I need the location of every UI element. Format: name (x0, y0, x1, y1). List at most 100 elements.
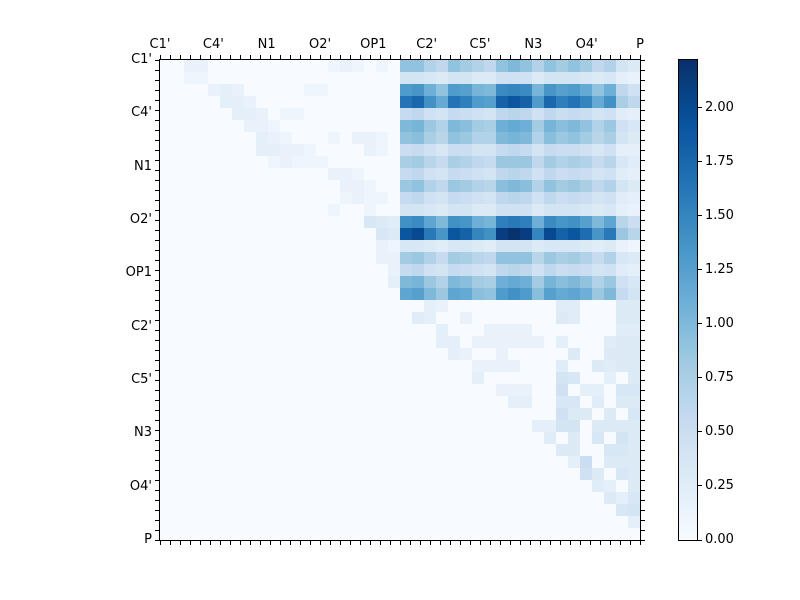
heatmap-cell (604, 72, 616, 84)
heatmap-cell (472, 276, 484, 288)
heatmap-cell (364, 180, 376, 192)
heatmap-cell (256, 120, 268, 132)
heatmap-cell (616, 432, 628, 444)
heatmap-cell (436, 96, 448, 108)
heatmap-cell (580, 180, 592, 192)
colorbar-tick (698, 161, 702, 163)
heatmap-cell (412, 228, 424, 240)
axis-tick (300, 55, 301, 59)
heatmap-cell (472, 240, 484, 252)
heatmap-cell (592, 432, 604, 444)
heatmap-cell (616, 312, 628, 324)
heatmap-cell (604, 96, 616, 108)
heatmap-cell (508, 120, 520, 132)
axis-tick (500, 541, 501, 545)
heatmap-cell (556, 408, 568, 420)
heatmap-cell (400, 132, 412, 144)
heatmap-cell (352, 192, 364, 204)
axis-tick (380, 541, 381, 545)
heatmap-cell (568, 252, 580, 264)
axis-tick (641, 190, 645, 191)
heatmap-cell (412, 240, 424, 252)
heatmap-cell (604, 168, 616, 180)
heatmap-cell (412, 120, 424, 132)
axis-tick (360, 55, 361, 59)
axis-tick (210, 541, 211, 545)
axis-tick (155, 540, 159, 541)
heatmap-cell (424, 84, 436, 96)
axis-tick (155, 400, 159, 401)
axis-tick (641, 430, 645, 431)
heatmap-cell (256, 108, 268, 120)
x-tick-label: N1 (257, 37, 276, 52)
heatmap-cell (580, 216, 592, 228)
heatmap-cell (472, 96, 484, 108)
heatmap-cell (472, 228, 484, 240)
x-tick-label: OP1 (360, 37, 387, 52)
heatmap-cell (448, 156, 460, 168)
axis-tick (240, 55, 241, 59)
heatmap-cell (376, 144, 388, 156)
x-tick-label: C5' (469, 37, 491, 52)
axis-tick (641, 380, 645, 381)
heatmap-cell (604, 360, 616, 372)
heatmap-cell (580, 156, 592, 168)
heatmap-cell (508, 72, 520, 84)
colorbar-tick-label: 1.50 (705, 207, 734, 223)
heatmap-cell (376, 252, 388, 264)
heatmap-cell (484, 204, 496, 216)
heatmap-cell (580, 288, 592, 300)
y-tick-label: O2' (129, 212, 152, 227)
heatmap-cell (508, 180, 520, 192)
heatmap-cell (508, 396, 520, 408)
heatmap-cell (544, 180, 556, 192)
heatmap-cell (592, 144, 604, 156)
axis-tick (570, 541, 571, 545)
axis-tick (410, 541, 411, 545)
heatmap-cell (496, 360, 508, 372)
heatmap-cell (436, 276, 448, 288)
axis-tick (160, 55, 161, 59)
heatmap-cell (520, 192, 532, 204)
heatmap-cell (604, 372, 616, 384)
heatmap-cell (448, 72, 460, 84)
heatmap-cell (580, 228, 592, 240)
heatmap-cell (448, 204, 460, 216)
heatmap-cell (436, 240, 448, 252)
heatmap-cell (292, 144, 304, 156)
heatmap-cell (520, 264, 532, 276)
heatmap-cell (496, 324, 508, 336)
heatmap-cell (424, 156, 436, 168)
colorbar-tick-label: 1.25 (705, 261, 734, 277)
heatmap-cell (496, 192, 508, 204)
axis-tick (470, 55, 471, 59)
heatmap-cell (424, 168, 436, 180)
heatmap-cell (520, 144, 532, 156)
heatmap-cell (280, 108, 292, 120)
axis-tick (641, 330, 645, 331)
heatmap-cell (568, 288, 580, 300)
axis-tick (155, 370, 159, 371)
heatmap-cell (616, 72, 628, 84)
heatmap-cell (556, 360, 568, 372)
heatmap-cell (568, 228, 580, 240)
heatmap-cell (400, 240, 412, 252)
heatmap-cell (328, 60, 340, 72)
axis-tick (155, 450, 159, 451)
heatmap-cell (616, 276, 628, 288)
heatmap-cell (520, 252, 532, 264)
heatmap-cell (460, 72, 472, 84)
heatmap-cell (412, 168, 424, 180)
heatmap-cell (484, 288, 496, 300)
heatmap-cell (484, 324, 496, 336)
colorbar-tick-label: 0.25 (705, 477, 734, 493)
heatmap-cell (376, 216, 388, 228)
heatmap-cell (544, 216, 556, 228)
heatmap-cell (580, 108, 592, 120)
heatmap-cell (448, 336, 460, 348)
y-tick-label: P (144, 532, 152, 547)
heatmap-cell (544, 228, 556, 240)
heatmap-cell (448, 288, 460, 300)
heatmap-cell (448, 240, 460, 252)
heatmap-cell (604, 228, 616, 240)
